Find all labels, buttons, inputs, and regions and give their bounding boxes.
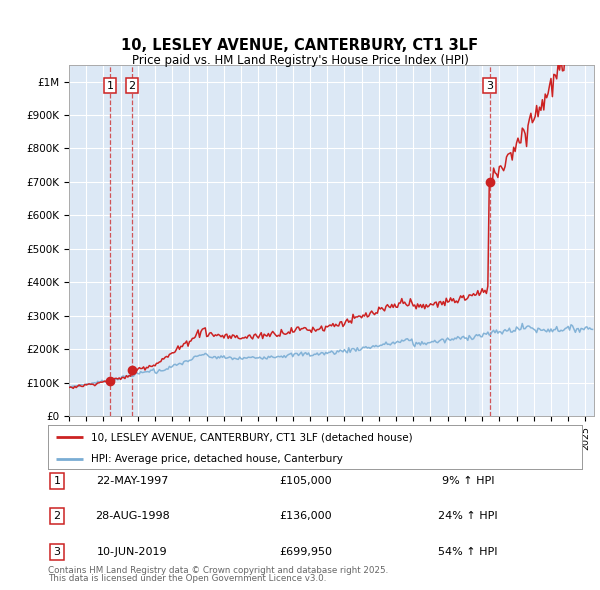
Text: 3: 3 (53, 547, 61, 556)
Text: 10-JUN-2019: 10-JUN-2019 (97, 547, 167, 556)
Bar (479, 65, 594, 416)
Text: £105,000: £105,000 (280, 476, 332, 486)
Text: 10, LESLEY AVENUE, CANTERBURY, CT1 3LF: 10, LESLEY AVENUE, CANTERBURY, CT1 3LF (121, 38, 479, 53)
Text: 10, LESLEY AVENUE, CANTERBURY, CT1 3LF (detached house): 10, LESLEY AVENUE, CANTERBURY, CT1 3LF (… (91, 432, 412, 442)
Text: 9% ↑ HPI: 9% ↑ HPI (442, 476, 494, 486)
Text: 2: 2 (128, 81, 136, 91)
Text: 54% ↑ HPI: 54% ↑ HPI (438, 547, 498, 556)
Text: 1: 1 (53, 476, 61, 486)
Text: This data is licensed under the Open Government Licence v3.0.: This data is licensed under the Open Gov… (48, 574, 326, 583)
Text: 24% ↑ HPI: 24% ↑ HPI (438, 512, 498, 521)
Text: 28-AUG-1998: 28-AUG-1998 (95, 512, 169, 521)
Text: £136,000: £136,000 (280, 512, 332, 521)
Text: HPI: Average price, detached house, Canterbury: HPI: Average price, detached house, Cant… (91, 454, 343, 464)
Text: 22-MAY-1997: 22-MAY-1997 (96, 476, 168, 486)
Text: Price paid vs. HM Land Registry's House Price Index (HPI): Price paid vs. HM Land Registry's House … (131, 54, 469, 67)
Text: Contains HM Land Registry data © Crown copyright and database right 2025.: Contains HM Land Registry data © Crown c… (48, 566, 388, 575)
Text: 2: 2 (53, 512, 61, 521)
Text: 1: 1 (106, 81, 113, 91)
Text: £699,950: £699,950 (280, 547, 332, 556)
Text: 3: 3 (486, 81, 493, 91)
